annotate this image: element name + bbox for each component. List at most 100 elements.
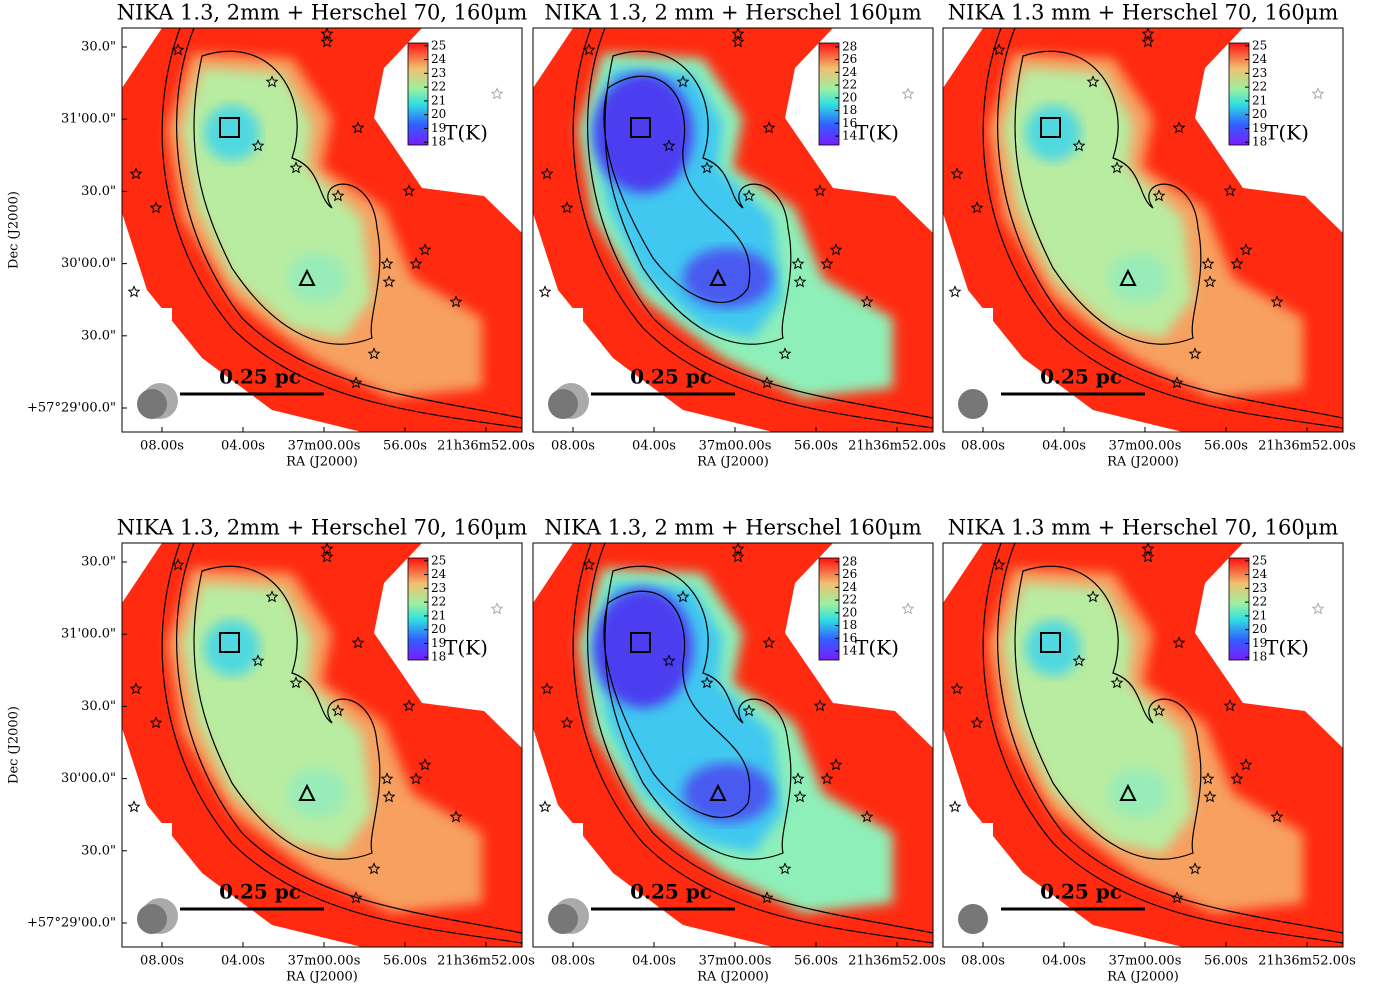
colorbar-tick-label: 24: [431, 52, 447, 66]
contour: [982, 543, 1343, 944]
x-tick-label: 56.00s: [794, 439, 838, 454]
star-marker: [662, 139, 676, 152]
star-marker: [351, 636, 365, 649]
star-marker: [129, 682, 143, 695]
map-core: [593, 73, 693, 193]
y-tick-label: 30.0": [81, 184, 116, 199]
triangle-marker: [709, 268, 727, 286]
x-axis-label: RA (J2000): [286, 970, 358, 985]
map-hole: [422, 48, 522, 178]
map: [122, 543, 522, 947]
star-marker: [676, 590, 690, 603]
colorbar-tick-label: 18: [431, 135, 446, 149]
x-tick-label: 21h36m52.00s: [437, 439, 535, 454]
star-marker: [1311, 87, 1325, 100]
colorbar-tick-label: 21: [1252, 93, 1267, 107]
colorbar-tick-label: 16: [842, 116, 857, 130]
panel-title: NIKA 1.3, 2mm + Herschel 70, 160μm: [117, 1, 528, 25]
map-hole: [1243, 563, 1343, 693]
star-marker: [1152, 189, 1166, 202]
colorbar-tick-label: 14: [842, 129, 858, 143]
x-axis-label: RA (J2000): [697, 455, 769, 470]
plot-frame: [942, 27, 1344, 433]
star-marker: [860, 810, 874, 823]
x-tick-label: 21h36m52.00s: [1258, 954, 1356, 969]
contour: [603, 75, 751, 304]
star-marker: [1086, 590, 1100, 603]
contour: [161, 28, 522, 429]
scale-bar-label: 0.25 pc: [219, 880, 301, 904]
star-marker: [127, 285, 141, 298]
map-core: [204, 105, 260, 161]
colorbar-tick-label: 18: [1252, 135, 1267, 149]
x-tick-label: 37m00.00s: [288, 439, 361, 454]
star-marker: [380, 257, 394, 270]
colorbar-tick-label: 24: [431, 567, 447, 581]
map-core: [593, 588, 693, 708]
x-tick-label: 21h36m52.00s: [848, 439, 946, 454]
map-hole: [122, 308, 172, 368]
star-marker: [676, 75, 690, 88]
colorbar-tick-label: 22: [842, 593, 857, 607]
colorbar-tick-label: 19: [431, 121, 446, 135]
star-marker: [860, 295, 874, 308]
colorbar-tick-label: 24: [1252, 52, 1268, 66]
x-tick-label: 37m00.00s: [1109, 954, 1182, 969]
star-marker: [1270, 810, 1284, 823]
colorbar-tick-label: 20: [842, 605, 857, 619]
x-tick-label: 37m00.00s: [1109, 439, 1182, 454]
x-tick-label: 04.00s: [632, 439, 676, 454]
star-marker: [382, 790, 396, 803]
star-marker: [289, 676, 303, 689]
star-marker: [762, 636, 776, 649]
map-core: [1108, 768, 1168, 818]
x-tick-label: 56.00s: [794, 954, 838, 969]
scale-bar-label: 0.25 pc: [219, 365, 301, 389]
triangle-marker: [1119, 783, 1137, 801]
colorbar-label: T(K): [855, 121, 899, 145]
x-axis-label: RA (J2000): [697, 970, 769, 985]
star-marker: [1239, 758, 1253, 771]
star-marker: [265, 590, 279, 603]
beam: [958, 904, 988, 934]
y-tick-label: 30.0": [81, 699, 116, 714]
star-marker: [402, 699, 416, 712]
map-core: [1025, 105, 1081, 161]
star-marker: [742, 704, 756, 717]
star-marker: [331, 189, 345, 202]
star-marker: [349, 376, 363, 389]
map: [943, 28, 1343, 432]
star-marker: [820, 772, 834, 785]
colorbar-tick-label: 25: [431, 38, 446, 52]
star-marker: [382, 275, 396, 288]
contour: [193, 50, 381, 345]
panel-title: NIKA 1.3, 2mm + Herschel 70, 160μm: [117, 516, 528, 540]
star-marker: [1141, 35, 1155, 48]
star-marker: [367, 347, 381, 360]
x-tick-label: 08.00s: [551, 954, 595, 969]
colorbar-tick-label: 21: [431, 608, 446, 622]
star-marker: [289, 161, 303, 174]
y-axis-label: Dec (J2000): [7, 706, 22, 784]
star-marker: [901, 602, 915, 615]
colorbar-tick-label: 19: [1252, 636, 1267, 650]
map-hole: [943, 823, 993, 883]
star-marker: [331, 704, 345, 717]
x-tick-label: 08.00s: [140, 954, 184, 969]
x-tick-label: 21h36m52.00s: [437, 954, 535, 969]
contour: [193, 565, 381, 860]
colorbar-tick-label: 26: [842, 52, 857, 66]
star-marker: [1223, 184, 1237, 197]
square-marker: [630, 632, 651, 653]
colorbar: [818, 557, 840, 661]
star-marker: [538, 800, 552, 813]
star-marker: [970, 201, 984, 214]
star-marker: [1188, 862, 1202, 875]
colorbar-tick-label: 16: [842, 631, 857, 645]
star-marker: [1072, 654, 1086, 667]
